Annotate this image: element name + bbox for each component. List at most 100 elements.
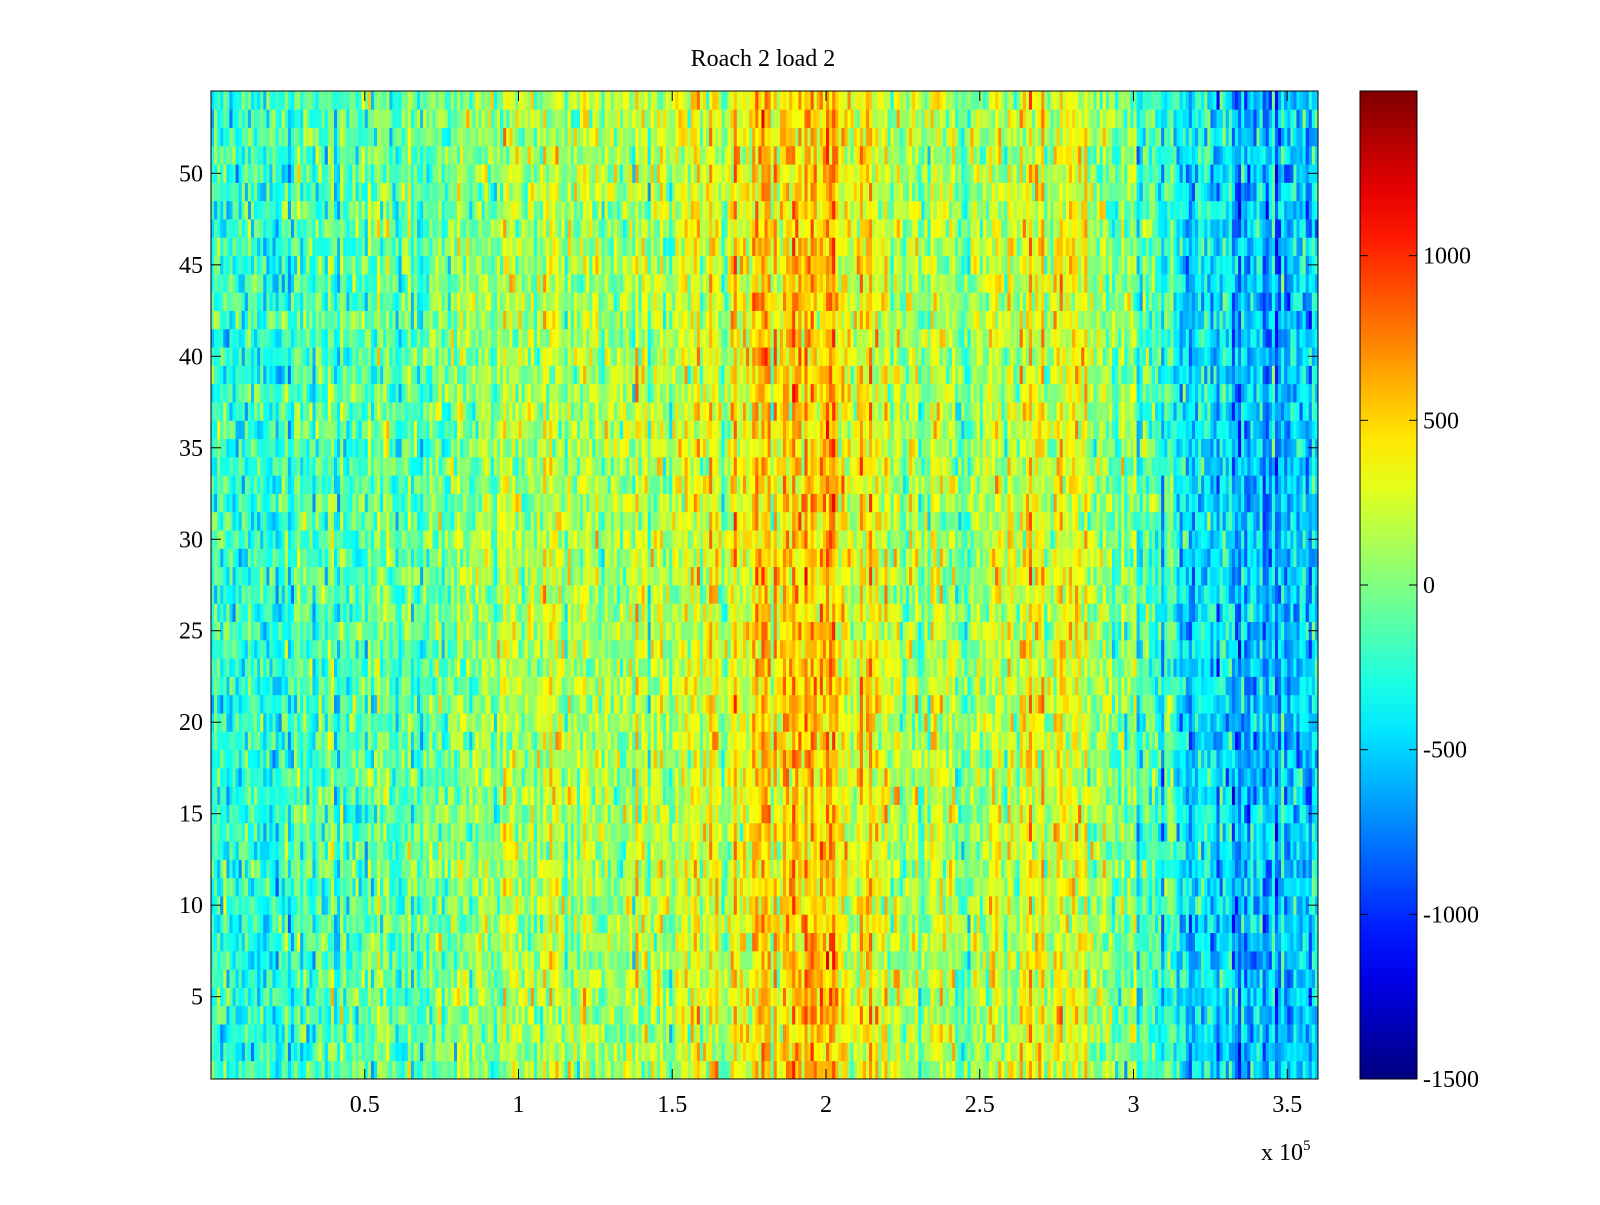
heatmap-cell [457,694,461,714]
heatmap-cell [309,621,313,641]
heatmap-cell [367,932,372,952]
heatmap-cell [432,731,436,751]
heatmap-cell [447,475,452,494]
heatmap-cell [266,1005,270,1025]
heatmap-cell [330,731,335,751]
heatmap-cell [300,969,304,988]
heatmap-cell [420,603,424,622]
heatmap-cell [413,1042,418,1062]
heatmap-cell [346,639,350,659]
heatmap-cell [413,713,418,732]
heatmap-cell [395,511,399,531]
heatmap-cell [472,365,476,385]
heatmap-cell [407,658,412,677]
heatmap-cell [429,713,433,732]
heatmap-cell [478,383,482,403]
heatmap-cell [407,438,412,458]
heatmap-cell [352,749,356,769]
heatmap-cell [334,603,338,622]
heatmap-cell [386,164,390,183]
heatmap-cell [269,713,273,732]
heatmap-cell [297,164,301,183]
heatmap-cell [410,310,415,330]
heatmap-cell [235,438,240,458]
heatmap-cell [395,548,399,568]
heatmap-cell [229,731,233,751]
heatmap-cell [432,1005,436,1025]
heatmap-cell [290,493,295,513]
heatmap-cell [287,987,292,1007]
heatmap-cell [484,383,489,403]
heatmap-cell [226,987,230,1007]
heatmap-cell [309,383,313,403]
heatmap-cell [229,585,233,604]
heatmap-cell [346,841,350,860]
heatmap-cell [447,639,452,659]
heatmap-cell [493,621,498,641]
heatmap-cell [324,127,329,147]
heatmap-cell [429,1060,433,1080]
heatmap-cell [318,694,323,714]
heatmap-cell [241,694,246,714]
heatmap-cell [469,328,473,348]
heatmap-cell [469,420,473,440]
heatmap-cell [484,1005,489,1025]
heatmap-cell [352,731,356,751]
heatmap-cell [343,438,347,458]
heatmap-cell [355,1005,359,1025]
heatmap-cell [321,603,326,622]
heatmap-cell [361,273,366,293]
heatmap-cell [290,932,295,952]
heatmap-cell [472,639,476,659]
heatmap-cell [417,475,421,494]
heatmap-cell [469,109,473,128]
heatmap-cell [407,804,412,824]
heatmap-cell [429,127,433,147]
heatmap-cell [463,365,467,385]
heatmap-cell [392,1024,396,1043]
heatmap-cell [457,658,461,677]
heatmap-cell [226,328,230,348]
heatmap-cell [241,511,246,531]
heatmap-cell [309,219,313,238]
heatmap-cell [389,1060,393,1080]
heatmap-cell [349,493,353,513]
heatmap-cell [420,292,424,311]
heatmap-cell [410,255,415,275]
heatmap-cell [423,694,427,714]
heatmap-cell [457,987,461,1007]
heatmap-cell [211,950,215,970]
heatmap-cell [450,237,455,257]
heatmap-cell [410,603,415,622]
heatmap-cell [417,109,421,128]
heatmap-cell [361,511,366,531]
heatmap-cell [407,859,412,879]
heatmap-cell [367,1024,372,1043]
heatmap-cell [460,273,464,293]
heatmap-cell [361,145,366,165]
heatmap-cell [478,109,482,128]
heatmap-cell [438,621,443,641]
heatmap-cell [358,914,363,934]
heatmap-cell [453,1042,458,1062]
heatmap-cell [460,438,464,458]
heatmap-cell [334,859,338,879]
heatmap-cell [340,511,344,531]
heatmap-cell [441,914,446,934]
heatmap-cell [217,548,221,568]
heatmap-cell [321,914,326,934]
heatmap-cell [370,145,375,165]
heatmap-cell [244,237,249,257]
heatmap-cell [226,365,230,385]
heatmap-cell [309,859,313,879]
heatmap-cell [383,182,387,202]
heatmap-cell [287,804,292,824]
heatmap-cell [450,182,455,202]
heatmap-cell [435,310,439,330]
heatmap-cell [377,804,381,824]
heatmap-cell [407,731,412,751]
heatmap-cell [349,182,353,202]
heatmap-cell [309,91,313,110]
heatmap-cell [303,1005,307,1025]
heatmap-cell [370,127,375,147]
